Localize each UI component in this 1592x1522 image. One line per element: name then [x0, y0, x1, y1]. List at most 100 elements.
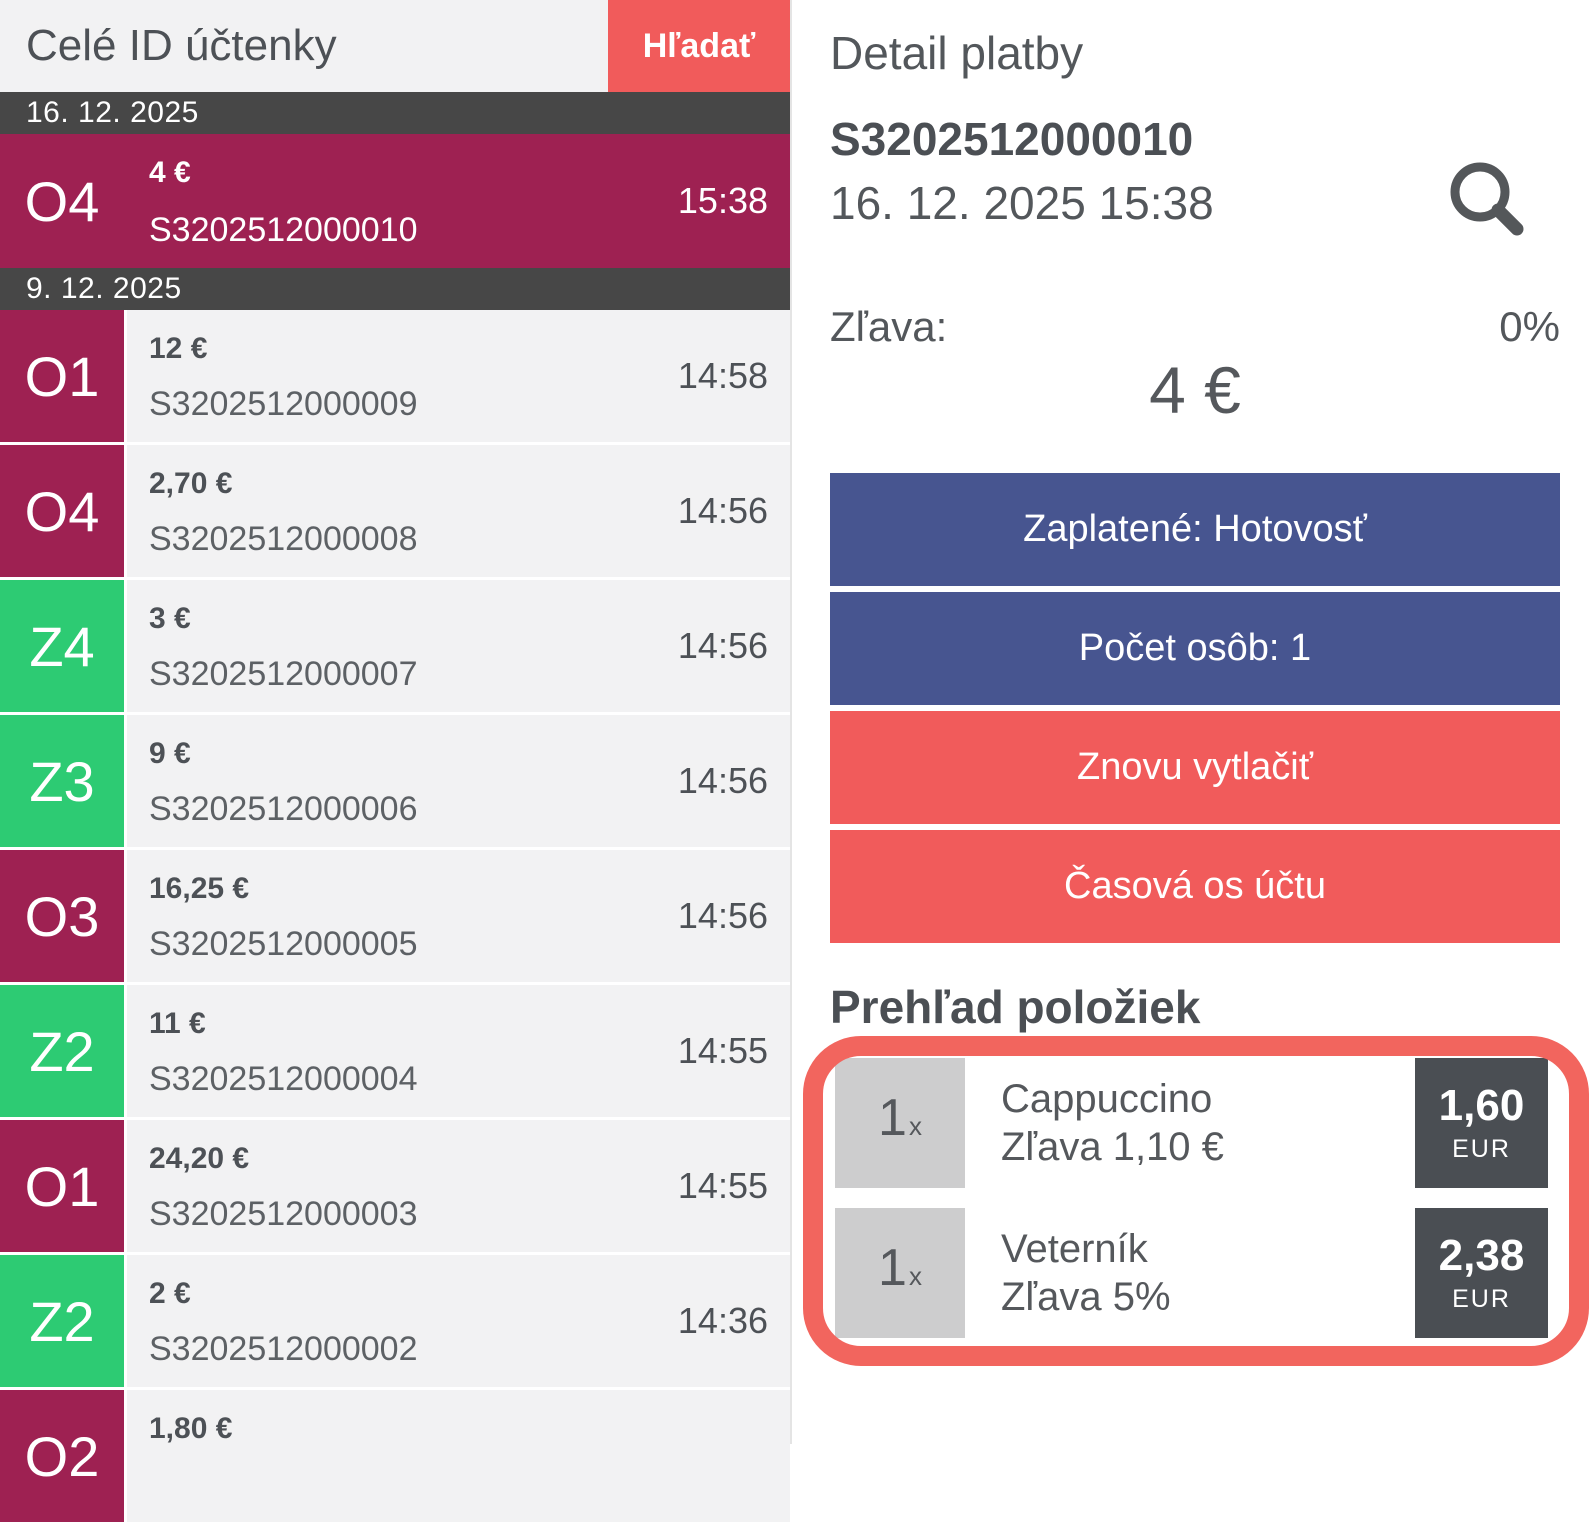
item-name: Cappuccino — [1001, 1077, 1213, 1121]
receipt-amount: 2 € — [149, 1277, 191, 1310]
receipt-amount: 12 € — [149, 332, 208, 365]
receipt-id: S3202512000007 — [149, 655, 418, 693]
receipt-row-content: 4 € S3202512000010 15:38 — [127, 134, 790, 268]
receipt-badge: O1 — [0, 310, 124, 442]
receipt-row[interactable]: O3 16,25 € S3202512000005 14:56 — [0, 850, 790, 982]
search-bar: Hľadať — [0, 0, 790, 92]
receipt-row-content: 3 € S3202512000007 14:56 — [127, 580, 790, 712]
item-quantity-number: 1 — [878, 1089, 907, 1147]
item-name: Veterník — [1001, 1227, 1148, 1271]
receipt-id: S3202512000010 — [149, 211, 418, 249]
detail-receipt-id: S3202512000010 — [830, 113, 1194, 165]
receipt-row[interactable]: Z3 9 € S3202512000006 14:56 — [0, 715, 790, 847]
receipt-time: 14:56 — [677, 895, 768, 936]
receipt-row[interactable]: O4 2,70 € S3202512000008 14:56 — [0, 445, 790, 577]
receipt-amount: 16,25 € — [149, 872, 250, 905]
action-button[interactable]: Počet osôb: 1 — [830, 592, 1560, 705]
receipt-time: 14:58 — [677, 355, 768, 396]
receipt-badge: O4 — [0, 445, 124, 577]
receipt-amount: 3 € — [149, 602, 191, 635]
date-header: 9. 12. 2025 — [0, 268, 790, 310]
discount-label: Zľava: — [830, 303, 948, 350]
item-price: 2,38 — [1438, 1231, 1525, 1281]
total-amount: 4 € — [1149, 353, 1241, 427]
action-buttons: Zaplatené: Hotovosť Počet osôb: 1 Znovu … — [830, 473, 1560, 949]
receipt-row-content: 24,20 € S3202512000003 14:55 — [127, 1120, 790, 1252]
action-button[interactable]: Časová os účtu — [830, 830, 1560, 943]
receipt-row[interactable]: Z2 2 € S3202512000002 14:36 — [0, 1255, 790, 1387]
receipt-row-content: 1,80 € — [127, 1390, 790, 1522]
receipt-badge: O1 — [0, 1120, 124, 1252]
item-text: Veterník Zľava 5% — [1001, 1225, 1171, 1321]
magnifier-icon[interactable] — [1446, 160, 1530, 244]
receipt-badge: Z3 — [0, 715, 124, 847]
item-quantity-x: x — [908, 1111, 922, 1141]
item-discount: Zľava 1,10 € — [1001, 1125, 1224, 1169]
receipt-row-content: 2 € S3202512000002 14:36 — [127, 1255, 790, 1387]
receipt-row[interactable]: O4 4 € S3202512000010 15:38 — [0, 134, 790, 268]
receipt-amount: 9 € — [149, 737, 191, 770]
receipt-id: S3202512000002 — [149, 1330, 418, 1368]
receipt-time: 14:56 — [677, 625, 768, 666]
receipt-row-content: 16,25 € S3202512000005 14:56 — [127, 850, 790, 982]
receipt-time: 14:56 — [677, 760, 768, 801]
receipt-badge: O3 — [0, 850, 124, 982]
receipt-list-panel: Hľadať 16. 12. 2025 O4 4 € S320251200001… — [0, 0, 792, 1522]
receipt-row[interactable]: O1 12 € S3202512000009 14:58 — [0, 310, 790, 442]
receipt-id: S3202512000008 — [149, 520, 418, 558]
items-heading: Prehľad položiek — [830, 981, 1201, 1033]
receipt-badge: O2 — [0, 1390, 124, 1522]
receipt-row-content: 2,70 € S3202512000008 14:56 — [127, 445, 790, 577]
receipt-row[interactable]: O2 1,80 € — [0, 1390, 790, 1522]
receipt-row[interactable]: Z4 3 € S3202512000007 14:56 — [0, 580, 790, 712]
receipt-row-content: 12 € S3202512000009 14:58 — [127, 310, 790, 442]
receipt-time: 14:55 — [677, 1165, 768, 1206]
page-title: Detail platby — [830, 27, 1084, 79]
discount-value: 0% — [1499, 303, 1560, 350]
receipt-amount: 1,80 € — [149, 1412, 233, 1445]
item-currency: EUR — [1452, 1284, 1511, 1313]
item-discount: Zľava 5% — [1001, 1275, 1171, 1319]
payment-detail-panel: Detail platby S3202512000010 16. 12. 202… — [794, 0, 1592, 1444]
receipt-time: 14:55 — [677, 1030, 768, 1071]
receipt-time: 15:38 — [677, 180, 768, 221]
item-quantity-x: x — [908, 1261, 922, 1291]
receipt-amount: 2,70 € — [149, 467, 233, 500]
item-currency: EUR — [1452, 1134, 1511, 1163]
receipt-row-content: 11 € S3202512000004 14:55 — [127, 985, 790, 1117]
discount-row: Zľava: 0% — [830, 303, 1560, 351]
item-price-box: 2,38 EUR — [1415, 1208, 1548, 1338]
search-button[interactable]: Hľadať — [608, 0, 790, 92]
receipt-id: S3202512000006 — [149, 790, 418, 828]
receipt-badge: Z2 — [0, 1255, 124, 1387]
receipt-row[interactable]: O1 24,20 € S3202512000003 14:55 — [0, 1120, 790, 1252]
item-text: Cappuccino Zľava 1,10 € — [1001, 1075, 1224, 1171]
action-button[interactable]: Zaplatené: Hotovosť — [830, 473, 1560, 586]
receipt-list: 16. 12. 2025 O4 4 € S3202512000010 15:38… — [0, 92, 790, 1522]
item-quantity-number: 1 — [878, 1239, 907, 1297]
receipt-amount: 4 € — [149, 156, 191, 189]
receipt-row-content: 9 € S3202512000006 14:56 — [127, 715, 790, 847]
action-button[interactable]: Znovu vytlačiť — [830, 711, 1560, 824]
receipt-id: S3202512000004 — [149, 1060, 418, 1098]
receipt-time: 14:56 — [677, 490, 768, 531]
receipt-id: S3202512000005 — [149, 925, 418, 963]
receipt-time: 14:36 — [677, 1300, 768, 1341]
receipt-badge: Z2 — [0, 985, 124, 1117]
date-header: 16. 12. 2025 — [0, 92, 790, 134]
detail-datetime: 16. 12. 2025 15:38 — [830, 177, 1214, 229]
receipt-id: S3202512000009 — [149, 385, 418, 423]
receipt-id: S3202512000003 — [149, 1195, 418, 1233]
item-price-box: 1,60 EUR — [1415, 1058, 1548, 1188]
receipt-badge: Z4 — [0, 580, 124, 712]
item-price: 1,60 — [1438, 1081, 1525, 1131]
receipt-amount: 24,20 € — [149, 1142, 250, 1175]
receipt-amount: 11 € — [149, 1007, 206, 1040]
receipt-badge: O4 — [0, 134, 124, 268]
receipt-row[interactable]: Z2 11 € S3202512000004 14:55 — [0, 985, 790, 1117]
